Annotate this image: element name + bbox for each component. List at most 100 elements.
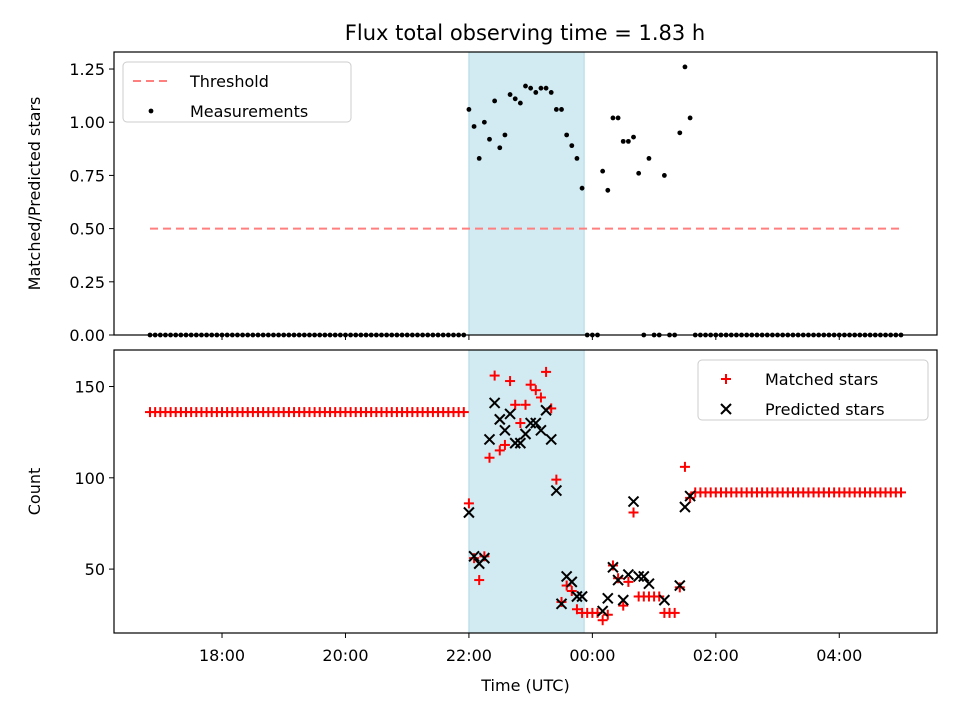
predicted-star-point [602,592,614,605]
matched-star-point [654,591,665,602]
measurement-point [564,132,570,138]
predicted-star-point [494,413,506,426]
predicted-star-point [555,598,568,610]
y-tick-label: 0.75 [69,166,105,185]
matched-star-point [571,604,582,615]
matched-star-point [674,582,685,593]
predicted-star-point [550,484,563,497]
x-stroke-b [632,570,645,583]
measurement-point [631,134,636,140]
x-stroke-b [596,605,609,617]
matched-star-point [469,553,480,564]
x-stroke-b [504,408,516,420]
x-stroke-b [530,417,542,429]
legend-measurement-swatch [148,108,154,114]
measurement-point [610,115,616,121]
x-stroke-b [494,413,506,426]
predicted-star-point [622,568,635,581]
x-tick-label: 20:00 [322,646,368,665]
x-stroke-b [674,579,686,592]
x-stroke-b [550,484,563,497]
measurement-point [512,96,518,102]
observing-window-span [468,51,585,336]
y-tick-label: 150 [74,378,105,397]
x-tick-label: 04:00 [816,646,862,665]
predicted-star-point [530,417,542,429]
x-stroke-b [658,594,671,606]
predicted-star-point [632,570,645,583]
y-tick-label: 0.50 [69,220,105,239]
measurement-point [574,155,580,161]
measurement-point [661,173,667,178]
predicted-star-point [679,501,691,513]
x-tick-label: 22:00 [446,646,492,665]
measurement-point [620,138,626,144]
chart-title: Flux total observing time = 1.83 h [345,21,705,45]
x-stroke-b [576,590,588,603]
measurement-point [471,124,477,129]
matched-star-point [602,609,613,620]
x-stroke-b [602,592,614,605]
y-tick-label: 1.00 [69,113,105,132]
measurement-point [466,107,472,112]
y-axis-label: Count [25,468,44,516]
matched-star-point [618,600,629,611]
bottom-panel-counts: 18:00 20:00 22:00 00:00 02:00 04:00 50 100 150 Co… [25,349,938,695]
x-stroke-b [627,495,640,508]
predicted-star-point [468,550,480,563]
predicted-star-point [483,433,496,446]
y-tick-label: 0.25 [69,273,105,292]
measurement-point [615,115,621,121]
measurement-point [533,90,539,95]
matched-star-point [541,366,552,377]
matched-star-point [628,507,639,518]
x-stroke-b [468,550,480,563]
predicted-star-point [509,437,521,449]
matched-star-point [489,370,500,381]
measurement-point [569,143,575,149]
x-stroke-b [488,397,501,409]
measurement-point [523,83,528,89]
measurement-point [502,132,508,138]
legend-label: Matched stars [765,370,878,389]
matched-star-point [530,385,541,396]
measurement-point [543,85,549,91]
x-axis-label: Time (UTC) [480,676,569,695]
y-tick-label: 50 [85,560,105,579]
x-stroke-b [612,574,624,586]
legend-label: Threshold [189,72,269,91]
axes-frame [113,51,938,336]
x-stroke-b [463,506,475,519]
measurement-point [687,115,693,121]
predicted-star-point [540,404,552,416]
measurement-point [481,119,487,125]
predicted-star-point [684,490,696,502]
measurement-point [487,136,492,142]
predicted-star-point [627,495,640,508]
matched-star-point [499,439,510,450]
matched-star-point [679,461,690,472]
x-stroke-b [509,437,521,449]
matched-star-point [551,474,562,485]
predicted-star-point [478,552,491,564]
matched-star-point [669,607,680,618]
x-stroke-b [679,501,691,513]
matched-star-point [458,407,469,418]
measurement-point [625,138,631,144]
measurement-point [579,185,585,191]
legend: Threshold Measurements [122,61,352,123]
legend-box [697,359,929,421]
x-stroke-b [540,404,552,416]
predicted-star-point [535,424,547,437]
matched-star-point [525,379,536,390]
predicted-star-point [607,561,619,573]
predicted-star-point [658,594,671,606]
predicted-star-point [596,605,609,617]
legend-predicted-swatch-b [720,403,732,415]
predicted-star-point [638,570,650,583]
measurement-point [600,168,606,174]
axes-frame [113,349,938,634]
matched-star-point [566,586,577,597]
measurement-point [646,155,652,161]
